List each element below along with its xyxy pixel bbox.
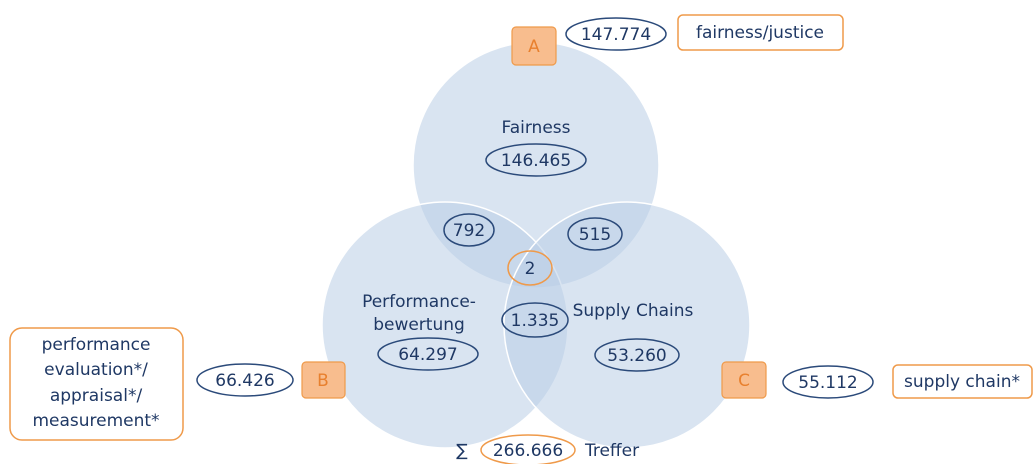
count: 1.335 — [511, 311, 560, 331]
set-label: Performance- — [362, 292, 476, 312]
term: supply chain* — [904, 372, 1020, 392]
letter-box — [721, 361, 767, 399]
count-ellipse — [507, 250, 553, 286]
sum-symbol: ∑ — [456, 441, 468, 461]
count: 55.112 — [798, 373, 857, 393]
term: performance — [42, 335, 151, 355]
set-label: Supply Chains — [573, 301, 694, 321]
sum-ellipse — [480, 434, 576, 464]
count-ellipse — [377, 337, 479, 371]
count: 147.774 — [581, 25, 651, 45]
count-ellipse — [196, 363, 294, 397]
term-box — [677, 14, 844, 51]
count-ellipse — [567, 217, 623, 251]
term: appraisal*/ — [50, 386, 143, 406]
term-box — [9, 327, 184, 441]
count-ellipse — [485, 143, 587, 177]
count-ellipse — [565, 17, 667, 51]
term: evaluation*/ — [44, 360, 148, 380]
letter-box — [511, 26, 557, 66]
count-ellipse — [443, 213, 495, 247]
set-label: bewertung — [373, 315, 465, 335]
term-box — [892, 364, 1033, 399]
sum-unit: Treffer — [584, 441, 639, 461]
sum-value: 266.666 — [493, 441, 563, 461]
count: 792 — [453, 221, 485, 241]
set-label: Fairness — [502, 118, 571, 138]
term: measurement* — [32, 411, 159, 431]
count: 64.297 — [398, 345, 457, 365]
count-ellipse — [782, 365, 874, 399]
letter: A — [528, 37, 540, 57]
count: 66.426 — [215, 371, 274, 391]
count: 146.465 — [501, 151, 571, 171]
count-ellipse — [501, 302, 569, 338]
count: 2 — [525, 259, 536, 279]
count-ellipse — [594, 338, 680, 372]
count: 515 — [579, 225, 611, 245]
letter-box — [301, 361, 346, 399]
letter: B — [317, 371, 329, 391]
term: fairness/justice — [696, 23, 824, 43]
count: 53.260 — [607, 346, 666, 366]
letter: C — [738, 371, 750, 391]
